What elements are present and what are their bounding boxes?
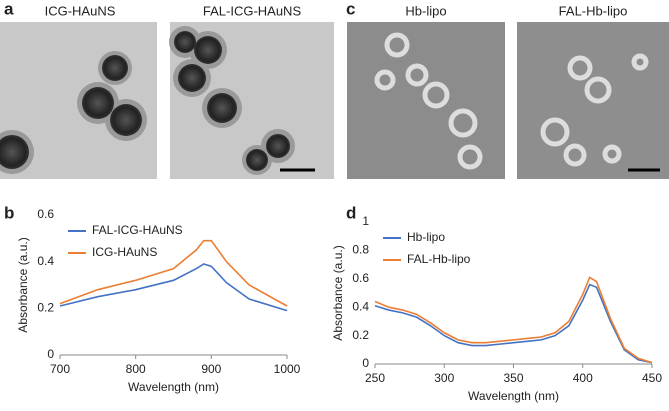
panel-label: c	[346, 0, 355, 18]
image-title: Hb-lipo	[405, 3, 446, 18]
y-axis-label: Absorbance (a.u.)	[16, 237, 30, 332]
series-line	[374, 276, 653, 364]
y-tick-label: 0	[47, 347, 54, 361]
tem-image-1	[0, 22, 157, 179]
x-tick-label: 1000	[274, 362, 301, 376]
tem-image-2	[169, 22, 334, 179]
x-tick-label: 900	[201, 362, 221, 376]
tem-image-4	[517, 22, 669, 179]
image-title: FAL-ICG-HAuNS	[203, 3, 302, 18]
image-title: ICG-HAuNS	[45, 3, 116, 18]
y-tick-label: 1	[362, 214, 369, 228]
y-tick-label: 0.2	[352, 328, 369, 342]
y-tick-label: 0.6	[352, 271, 369, 285]
image-title: FAL-Hb-lipo	[559, 3, 628, 18]
x-tick-label: 700	[50, 362, 70, 376]
y-tick-label: 0.4	[352, 299, 369, 313]
x-axis-label: Wavelength (nm)	[468, 389, 559, 403]
y-tick-label: 0	[362, 356, 369, 370]
legend-label: ICG-HAuNS	[92, 245, 157, 259]
legend-label: FAL-ICG-HAuNS	[92, 223, 183, 237]
x-tick-label: 250	[365, 371, 385, 385]
panel-label: d	[346, 203, 356, 222]
y-tick-label: 0.6	[37, 207, 54, 221]
x-tick-label: 450	[642, 371, 662, 385]
y-tick-label: 0.4	[37, 254, 54, 268]
legend-label: Hb-lipo	[407, 230, 445, 244]
x-tick-label: 300	[434, 371, 454, 385]
series-line	[59, 239, 288, 307]
y-axis-label: Absorbance (a.u.)	[331, 245, 345, 340]
y-tick-label: 0.8	[352, 243, 369, 257]
legend-label: FAL-Hb-lipo	[407, 252, 471, 266]
panel-label: b	[4, 203, 14, 222]
y-tick-label: 0.2	[37, 301, 54, 315]
x-axis-label: Wavelength (nm)	[128, 380, 219, 394]
x-tick-label: 350	[503, 371, 523, 385]
x-tick-label: 800	[126, 362, 146, 376]
tem-image-3	[347, 22, 505, 179]
x-tick-label: 400	[573, 371, 593, 385]
series-line	[374, 283, 653, 364]
series-line	[59, 263, 288, 312]
panel-label: a	[4, 0, 14, 18]
